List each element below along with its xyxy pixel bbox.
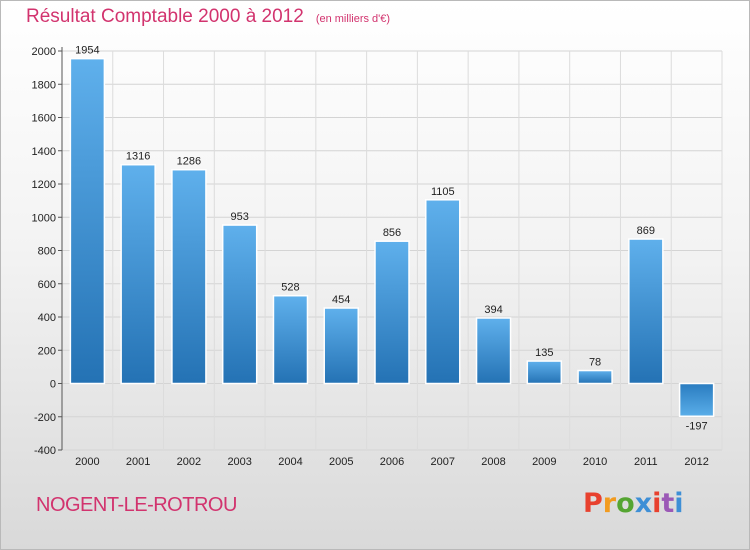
- y-tick-label: 400: [38, 312, 56, 324]
- data-label-2008: 394: [484, 304, 502, 316]
- x-tick-label-2001: 2001: [126, 456, 150, 468]
- data-label-2007: 1105: [431, 186, 455, 198]
- bar-2004: [272, 294, 309, 385]
- y-tick-label: 1000: [32, 212, 56, 224]
- logo-letter: o: [616, 488, 635, 519]
- bar-2003: [221, 224, 258, 385]
- y-tick-label: 1400: [32, 146, 56, 158]
- y-tick-label: 1200: [32, 179, 56, 191]
- logo-letter: i: [674, 488, 684, 519]
- proxiti-logo: Proxiti: [583, 488, 684, 519]
- y-tick-label: 200: [38, 345, 56, 357]
- x-tick-label-2007: 2007: [431, 456, 455, 468]
- data-labels: 1954 1316 1286 953 528 454 856 1105 394 135 78 869 -…: [75, 45, 707, 433]
- y-tick-label: -200: [34, 412, 56, 424]
- city-name: NOGENT-LE-ROTROU: [36, 494, 237, 516]
- data-label-2004: 528: [281, 282, 299, 294]
- bar-2010: [577, 369, 613, 385]
- x-tick-label-2002: 2002: [177, 456, 201, 468]
- chart-subtitle: (en milliers d'€): [315, 13, 391, 25]
- x-tick-label-2008: 2008: [481, 456, 505, 468]
- x-tick-label-2009: 2009: [532, 456, 556, 468]
- bar-2005: [323, 307, 359, 385]
- data-label-2003: 953: [231, 211, 249, 223]
- x-tick-label-2006: 2006: [380, 456, 404, 468]
- tick-labels: -400 -200 0 200 400 600 800 1000 1200 1400 1600 180…: [32, 46, 709, 468]
- data-label-2005: 454: [332, 294, 350, 306]
- chart-title-text: Résultat Comptable 2000 à 2012: [26, 6, 304, 27]
- logo-letter: i: [652, 488, 662, 519]
- y-tick-label: -400: [34, 445, 56, 457]
- logo-letter: P: [583, 488, 603, 519]
- data-label-2010: 78: [589, 357, 601, 369]
- y-tick-label: 2000: [32, 46, 56, 58]
- logo-letter: x: [634, 488, 653, 519]
- x-tick-label-2004: 2004: [278, 456, 302, 468]
- x-tick-label-2011: 2011: [634, 456, 658, 468]
- bar-2001: [120, 163, 156, 385]
- bar-2006: [374, 240, 410, 385]
- y-tick-label: 0: [50, 379, 56, 391]
- data-label-2006: 856: [383, 227, 401, 239]
- x-tick-label-2000: 2000: [75, 456, 99, 468]
- bar-2002: [171, 168, 207, 385]
- y-tick-label: 600: [38, 279, 56, 291]
- axes: [58, 47, 63, 451]
- bar-2011: [628, 238, 664, 385]
- data-label-2002: 1286: [177, 156, 201, 168]
- bar-2008: [475, 317, 512, 385]
- data-label-2012: -197: [686, 420, 708, 432]
- bar-2000: [69, 57, 106, 385]
- logo-letter: t: [661, 488, 675, 519]
- bar-2012: [678, 382, 715, 418]
- data-label-2000: 1954: [75, 45, 99, 57]
- y-tick-label: 800: [38, 246, 56, 258]
- bar-2007: [425, 199, 461, 385]
- x-tick-label-2003: 2003: [227, 456, 251, 468]
- x-tick-label-2012: 2012: [684, 456, 708, 468]
- x-tick-label-2010: 2010: [583, 456, 607, 468]
- x-tick-label-2005: 2005: [329, 456, 353, 468]
- bar-2009: [526, 360, 563, 385]
- data-label-2011: 869: [637, 225, 655, 237]
- data-label-2009: 135: [535, 347, 553, 359]
- data-label-2001: 1316: [126, 151, 150, 163]
- bars: [69, 57, 715, 418]
- chart-title: Résultat Comptable 2000 à 2012 (en millie…: [26, 6, 390, 28]
- y-tick-label: 1600: [32, 113, 56, 125]
- y-tick-label: 1800: [32, 79, 56, 91]
- logo-letter: r: [602, 488, 617, 519]
